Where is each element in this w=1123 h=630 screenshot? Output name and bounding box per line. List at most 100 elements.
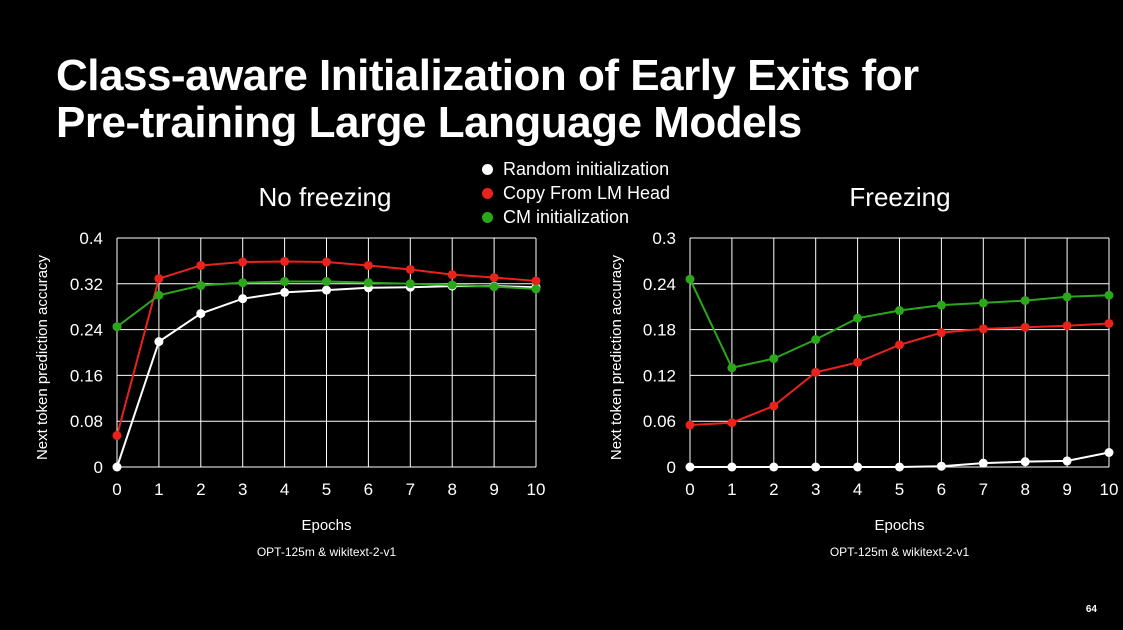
data-point-random-initialization xyxy=(1104,447,1114,457)
slide-title-line-1: Class-aware Initialization of Early Exit… xyxy=(56,51,919,100)
x-tick-label: 9 xyxy=(489,480,498,499)
data-point-cm-initialization xyxy=(489,282,499,292)
y-tick-label: 0.24 xyxy=(643,275,676,294)
data-point-random-initialization xyxy=(1020,457,1030,467)
x-tick-label: 3 xyxy=(811,480,820,499)
data-point-random-initialization xyxy=(1062,456,1072,466)
data-point-cm-initialization xyxy=(853,313,863,323)
y-tick-label: 0 xyxy=(667,458,676,477)
data-point-cm-initialization xyxy=(1062,292,1072,302)
slide-title-line-2: Pre-training Large Language Models xyxy=(56,98,802,147)
x-axis-title: Epochs xyxy=(874,517,924,534)
data-point-cm-initialization xyxy=(363,278,373,288)
data-point-cm-initialization xyxy=(1020,296,1030,306)
x-tick-label: 0 xyxy=(685,480,694,499)
y-tick-label: 0.4 xyxy=(79,229,103,248)
x-tick-label: 4 xyxy=(280,480,289,499)
data-point-copy-from-lm-head xyxy=(1020,322,1030,332)
x-tick-label: 10 xyxy=(1100,480,1119,499)
data-point-cm-initialization xyxy=(238,278,248,288)
x-tick-label: 7 xyxy=(406,480,415,499)
legend-marker-cm-init xyxy=(482,211,493,223)
x-tick-label: 9 xyxy=(1062,480,1071,499)
chart-title: Freezing xyxy=(849,182,950,212)
x-tick-label: 10 xyxy=(527,480,546,499)
x-tick-label: 6 xyxy=(364,480,373,499)
data-point-cm-initialization xyxy=(531,284,541,294)
data-point-cm-initialization xyxy=(196,281,206,291)
data-point-copy-from-lm-head xyxy=(531,276,541,286)
legend-label-copy-lm-head: Copy From LM Head xyxy=(503,182,671,203)
data-point-random-initialization xyxy=(685,462,695,472)
legend-item-random: Random initialization xyxy=(482,157,670,181)
data-point-cm-initialization xyxy=(895,306,904,316)
chart-title: No freezing xyxy=(259,182,392,212)
data-point-cm-initialization xyxy=(1104,290,1114,300)
data-point-copy-from-lm-head xyxy=(196,260,206,270)
data-point-copy-from-lm-head xyxy=(936,328,946,338)
data-point-random-initialization xyxy=(196,309,206,319)
data-point-copy-from-lm-head xyxy=(363,260,373,270)
x-tick-label: 1 xyxy=(154,480,163,499)
data-point-random-initialization xyxy=(769,462,779,472)
data-point-random-initialization xyxy=(811,462,821,472)
data-point-cm-initialization xyxy=(685,274,695,284)
y-tick-label: 0.12 xyxy=(643,366,676,385)
x-tick-label: 4 xyxy=(853,480,862,499)
data-point-copy-from-lm-head xyxy=(112,431,122,441)
data-point-copy-from-lm-head xyxy=(727,418,737,428)
y-tick-label: 0.18 xyxy=(643,321,676,340)
data-point-copy-from-lm-head xyxy=(811,367,821,377)
x-tick-label: 5 xyxy=(895,480,904,499)
data-point-cm-initialization xyxy=(322,277,331,287)
x-tick-label: 6 xyxy=(937,480,946,499)
y-tick-label: 0.3 xyxy=(652,229,676,248)
data-point-random-initialization xyxy=(322,285,331,295)
data-point-copy-from-lm-head xyxy=(322,257,331,267)
data-point-cm-initialization xyxy=(405,279,415,289)
data-point-random-initialization xyxy=(895,462,904,472)
data-point-copy-from-lm-head xyxy=(238,257,248,267)
x-tick-label: 0 xyxy=(112,480,121,499)
data-point-copy-from-lm-head xyxy=(447,270,457,280)
chart-caption: OPT-125m & wikitext-2-v1 xyxy=(257,545,397,559)
x-axis-title: Epochs xyxy=(301,517,351,534)
data-point-copy-from-lm-head xyxy=(280,256,290,266)
y-tick-label: 0.16 xyxy=(70,366,103,385)
data-point-cm-initialization xyxy=(936,300,946,310)
data-point-cm-initialization xyxy=(769,354,779,364)
data-point-random-initialization xyxy=(112,462,122,472)
data-point-copy-from-lm-head xyxy=(1062,321,1072,331)
data-point-random-initialization xyxy=(154,337,164,347)
chart-caption: OPT-125m & wikitext-2-v1 xyxy=(830,545,970,559)
y-axis-title: Next token prediction accuracy xyxy=(608,254,625,460)
data-point-random-initialization xyxy=(853,462,863,472)
legend-marker-copy-lm-head xyxy=(482,187,493,199)
legend-item-copy-lm-head: Copy From LM Head xyxy=(482,181,670,205)
x-tick-label: 3 xyxy=(238,480,247,499)
data-point-copy-from-lm-head xyxy=(489,273,499,283)
y-axis-title: Next token prediction accuracy xyxy=(34,254,51,460)
legend-marker-random xyxy=(482,163,493,175)
data-point-copy-from-lm-head xyxy=(685,420,695,430)
data-point-copy-from-lm-head xyxy=(1104,318,1114,328)
data-point-copy-from-lm-head xyxy=(769,401,779,411)
x-tick-label: 8 xyxy=(447,480,456,499)
data-point-random-initialization xyxy=(280,287,290,297)
x-tick-label: 2 xyxy=(196,480,205,499)
y-tick-label: 0.32 xyxy=(70,275,103,294)
data-point-copy-from-lm-head xyxy=(154,274,164,284)
legend-item-cm-init: CM initialization xyxy=(482,205,670,229)
x-tick-label: 5 xyxy=(322,480,331,499)
y-tick-label: 0.08 xyxy=(70,412,103,431)
data-point-cm-initialization xyxy=(447,280,457,290)
data-point-random-initialization xyxy=(936,461,946,471)
data-point-cm-initialization xyxy=(154,290,164,300)
data-point-cm-initialization xyxy=(978,298,988,308)
data-point-copy-from-lm-head xyxy=(978,324,988,334)
y-tick-label: 0.06 xyxy=(643,412,676,431)
legend-label-random: Random initialization xyxy=(503,158,670,179)
data-point-copy-from-lm-head xyxy=(895,340,904,350)
data-point-cm-initialization xyxy=(811,335,821,345)
